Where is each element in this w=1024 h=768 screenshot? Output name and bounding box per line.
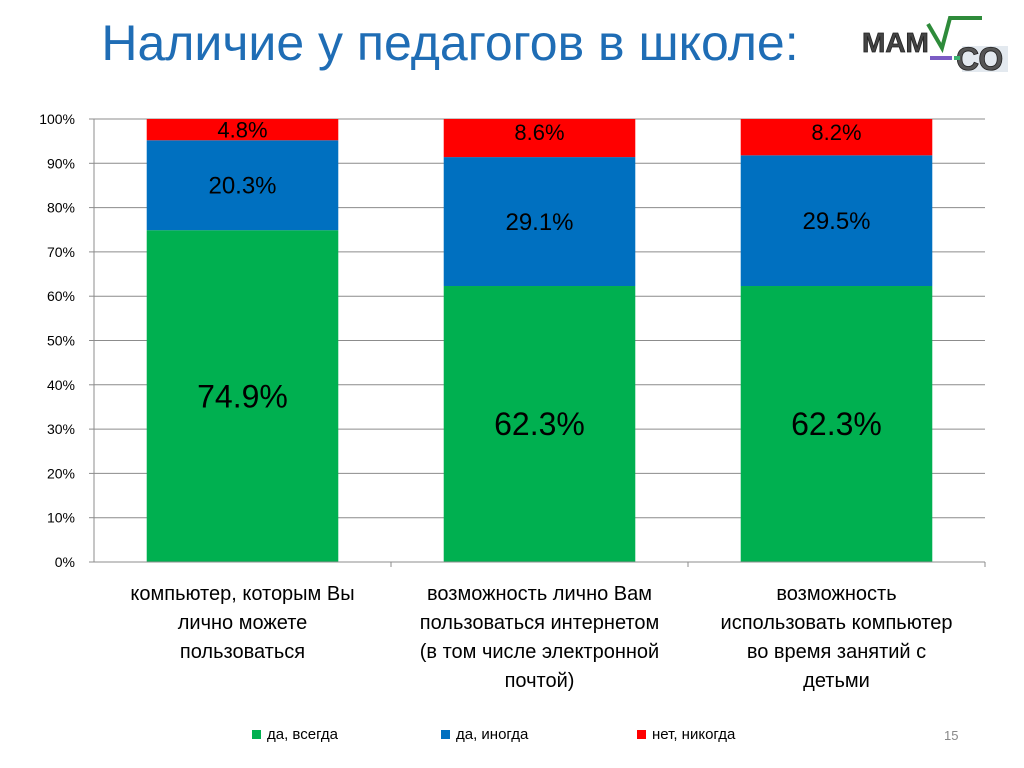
y-tick-label: 20% xyxy=(47,465,75,481)
data-label: 4.8% xyxy=(217,117,267,142)
y-tick-label: 30% xyxy=(47,421,75,437)
legend-item: нет, никогда xyxy=(637,726,735,743)
x-category-label: возможность лично Вам пользоваться интерн… xyxy=(419,583,660,692)
y-tick-label: 70% xyxy=(47,244,75,260)
legend-label: нет, никогда xyxy=(652,726,736,743)
legend-item: да, иногда xyxy=(441,726,528,743)
bar-segment xyxy=(146,119,339,141)
bar-segment xyxy=(443,119,636,158)
bar-segment xyxy=(146,140,339,231)
y-tick-label: 10% xyxy=(47,510,75,526)
bar-segment xyxy=(740,286,933,562)
data-label: 29.1% xyxy=(505,209,573,236)
chart-legend: да, всегда да, иногда нет, никогда xyxy=(0,726,1024,746)
y-tick-label: 0% xyxy=(55,554,75,570)
legend-label: да, иногда xyxy=(456,726,529,743)
data-label: 74.9% xyxy=(197,378,288,414)
data-label: 8.2% xyxy=(811,120,861,145)
legend-swatch xyxy=(252,730,261,739)
y-tick-label: 80% xyxy=(47,200,75,216)
svg-text:МАМ: МАМ xyxy=(862,27,929,58)
data-label: 62.3% xyxy=(791,406,882,442)
bar-segment xyxy=(146,230,339,562)
bar-segment xyxy=(443,157,636,287)
bar-segment xyxy=(443,286,636,562)
slide-title: Наличие у педагогов в школе: xyxy=(101,15,799,71)
svg-text:СО: СО xyxy=(956,41,1003,77)
bar-segment xyxy=(740,119,933,156)
data-label: 29.5% xyxy=(802,208,870,235)
mamco-logo: МАМ СО xyxy=(858,12,1014,78)
bar-segment xyxy=(740,155,933,287)
x-category-label: компьютер, которым Вы лично можете пользов… xyxy=(130,583,355,663)
data-label: 62.3% xyxy=(494,406,585,442)
page-number: 15 xyxy=(944,728,959,743)
data-label: 8.6% xyxy=(514,120,564,145)
legend-label: да, всегда xyxy=(267,726,338,743)
legend-swatch xyxy=(637,730,646,739)
legend-swatch xyxy=(441,730,450,739)
x-category-label: возможность использовать компьютер во врем… xyxy=(720,583,953,692)
y-tick-label: 40% xyxy=(47,377,75,393)
legend-item: да, всегда xyxy=(252,726,338,743)
y-tick-label: 100% xyxy=(39,111,75,127)
y-tick-label: 90% xyxy=(47,155,75,171)
y-tick-label: 50% xyxy=(47,333,75,349)
data-label: 20.3% xyxy=(208,173,276,200)
y-tick-label: 60% xyxy=(47,288,75,304)
